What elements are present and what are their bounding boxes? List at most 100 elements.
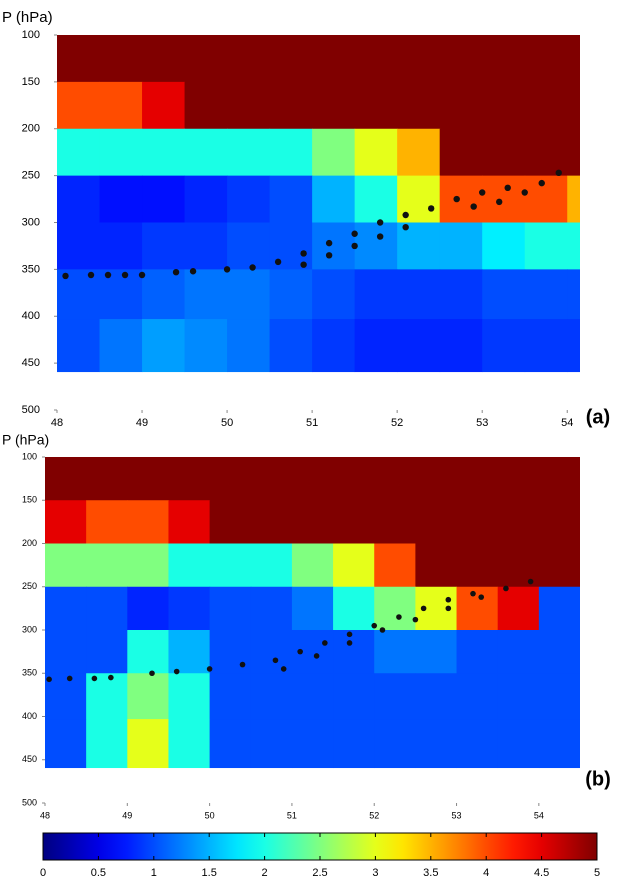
y-tick-label: 300: [22, 216, 40, 228]
heatmap-cell: [524, 319, 568, 373]
heatmap-cell: [45, 500, 87, 544]
y-tick-label: 400: [22, 711, 37, 721]
heatmap-cell: [538, 673, 580, 720]
scatter-point: [453, 195, 460, 203]
heatmap-cell: [374, 500, 416, 544]
heatmap-cell: [354, 269, 398, 320]
heatmap-cell: [209, 543, 252, 588]
x-tick-label: 51: [287, 810, 297, 820]
heatmap-cell: [482, 128, 526, 177]
heatmap-cell: [456, 719, 499, 769]
heatmap-cell: [142, 175, 186, 223]
heatmap-cell: [99, 222, 143, 270]
colorbar-tick-label: 4.5: [534, 867, 549, 877]
heatmap-cell: [333, 719, 375, 769]
heatmap-cell: [269, 269, 313, 320]
heatmap-cell: [99, 128, 143, 177]
heatmap-cell: [354, 319, 398, 373]
scatter-point: [402, 211, 409, 219]
heatmap-cell: [184, 128, 228, 177]
scatter-point: [322, 640, 328, 646]
heatmap-cell: [45, 543, 87, 588]
heatmap-cell: [57, 222, 101, 270]
heatmap-cell: [497, 719, 540, 769]
y-tick-label: 100: [22, 29, 40, 41]
heatmap-cell: [538, 457, 580, 501]
heatmap-cell: [291, 586, 334, 631]
heatmap-cell: [227, 319, 271, 373]
y-tick-label: 100: [22, 451, 37, 461]
heatmap-cell: [99, 319, 143, 373]
x-tick-label: 53: [452, 810, 462, 820]
heatmap-cell: [86, 543, 128, 588]
heatmap-cell: [567, 175, 580, 223]
colorbar-tick-label: 1: [151, 867, 157, 877]
heatmap-cell: [184, 175, 228, 223]
scatter-point: [379, 627, 386, 633]
heatmap-cell: [57, 128, 101, 177]
heatmap-cell: [439, 319, 483, 373]
heatmap-cell: [184, 269, 228, 320]
heatmap-cell: [209, 630, 252, 674]
heatmap-cell: [127, 457, 169, 501]
heatmap-cell: [482, 319, 526, 373]
heatmap-cell: [209, 457, 252, 501]
x-tick-label: 52: [391, 417, 403, 429]
heatmap-cell: [567, 81, 580, 130]
scatter-point: [280, 666, 287, 672]
heatmap-cell: [250, 500, 293, 544]
heatmap-cell: [439, 81, 483, 130]
y-tick-label: 200: [22, 123, 40, 135]
heatmap-cell: [168, 500, 211, 544]
y-tick-label: 250: [22, 170, 40, 182]
heatmap-cell: [374, 457, 416, 501]
heatmap-cell: [482, 35, 526, 83]
heatmap-cell: [567, 319, 580, 373]
heatmap-cell: [439, 175, 483, 223]
heatmap-cell: [168, 457, 211, 501]
heatmap-cell: [209, 719, 252, 769]
heatmap-cell: [397, 81, 441, 130]
scatter-point: [223, 266, 231, 273]
scatter-point: [527, 578, 534, 585]
heatmap-cell: [482, 269, 526, 320]
heatmap-cell: [127, 500, 169, 544]
heatmap-cell: [142, 269, 186, 320]
heatmap-cell: [209, 673, 252, 720]
heatmap-cell: [538, 586, 580, 631]
heatmap-cell: [312, 175, 356, 223]
heatmap-cell: [497, 586, 540, 631]
heatmap-cell: [333, 457, 375, 501]
heatmap: [45, 457, 580, 769]
heatmap-cell: [567, 222, 580, 270]
heatmap-cell: [333, 543, 375, 588]
scatter-point: [62, 272, 69, 280]
y-tick-label: 300: [22, 624, 37, 634]
scatter-point: [470, 203, 477, 210]
heatmap-cell: [312, 269, 356, 320]
heatmap-cell: [127, 543, 169, 588]
x-tick-label: 49: [122, 810, 132, 820]
heatmap-cell: [374, 630, 416, 674]
heatmap-cell: [415, 457, 458, 501]
scatter-point: [470, 590, 476, 597]
heatmap-cell: [142, 222, 186, 270]
x-tick-label: 50: [221, 417, 233, 429]
heatmap-cell: [99, 175, 143, 223]
scatter-point: [504, 184, 511, 192]
heatmap-cell: [415, 500, 458, 544]
heatmap-cell: [86, 586, 128, 631]
scatter-point: [496, 198, 503, 206]
x-tick-label: 48: [51, 417, 63, 429]
heatmap-cell: [538, 719, 580, 769]
scatter-point: [108, 674, 114, 681]
heatmap-cell: [354, 35, 398, 83]
heatmap: [57, 35, 580, 373]
heatmap-cell: [374, 719, 416, 769]
heatmap-cell: [250, 630, 293, 674]
heatmap-cell: [415, 543, 458, 588]
heatmap-cell: [184, 222, 228, 270]
panel-label: (a): [586, 406, 610, 428]
scatter-point: [313, 653, 320, 659]
heatmap-cell: [45, 719, 87, 769]
